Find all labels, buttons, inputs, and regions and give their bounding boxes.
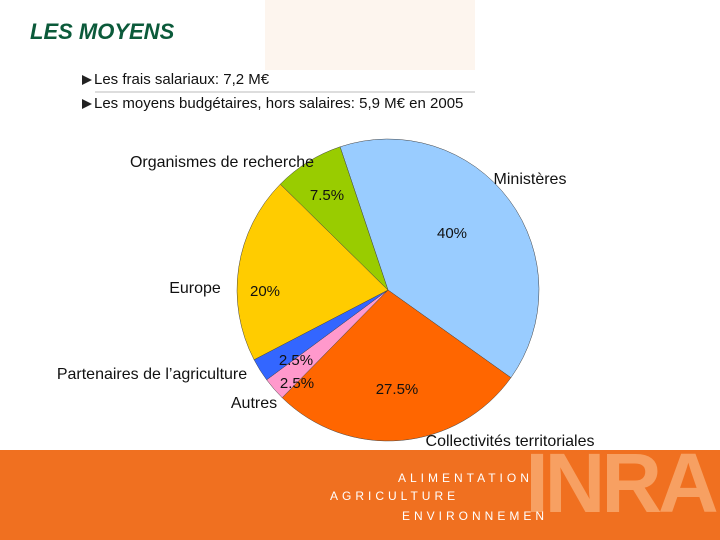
value-label: 40%	[437, 225, 467, 242]
footer-band	[0, 450, 720, 540]
value-label: 2.5%	[280, 375, 314, 392]
logo: INRA	[525, 436, 717, 530]
category-label: Collectivités territoriales	[426, 433, 595, 450]
slide-title: LES MOYENS	[30, 19, 175, 44]
value-label: 2.5%	[279, 352, 313, 369]
category-label: Europe	[169, 280, 221, 297]
footer-text: ENVIRONNEMEN	[402, 509, 548, 523]
category-label: Autres	[231, 395, 277, 412]
pie-slice	[279, 146, 389, 291]
value-label: 20%	[250, 283, 280, 300]
category-label: Organismes de recherche	[130, 154, 314, 171]
category-label: Ministères	[494, 171, 567, 188]
pie-slice	[236, 183, 389, 361]
category-label: Partenaires de l’agriculture	[57, 366, 247, 383]
footer-text: AGRICULTURE	[330, 489, 459, 503]
footer-text: ALIMENTATION	[398, 471, 533, 485]
bullet-text: Les moyens budgétaires, hors salaires: 5…	[94, 95, 463, 112]
pie-slice	[281, 289, 512, 442]
bullet-text: Les frais salariaux: 7,2 M€	[94, 71, 270, 88]
bullet-arrow	[82, 75, 92, 85]
bullet-arrow	[82, 99, 92, 109]
pie-chart: 40% Ministères 27.5% Collectivités territor…	[57, 138, 595, 450]
value-label: 27.5%	[376, 381, 419, 398]
decor-pattern	[265, 0, 475, 70]
pie-slice	[339, 138, 540, 379]
value-label: 7.5%	[310, 187, 344, 204]
